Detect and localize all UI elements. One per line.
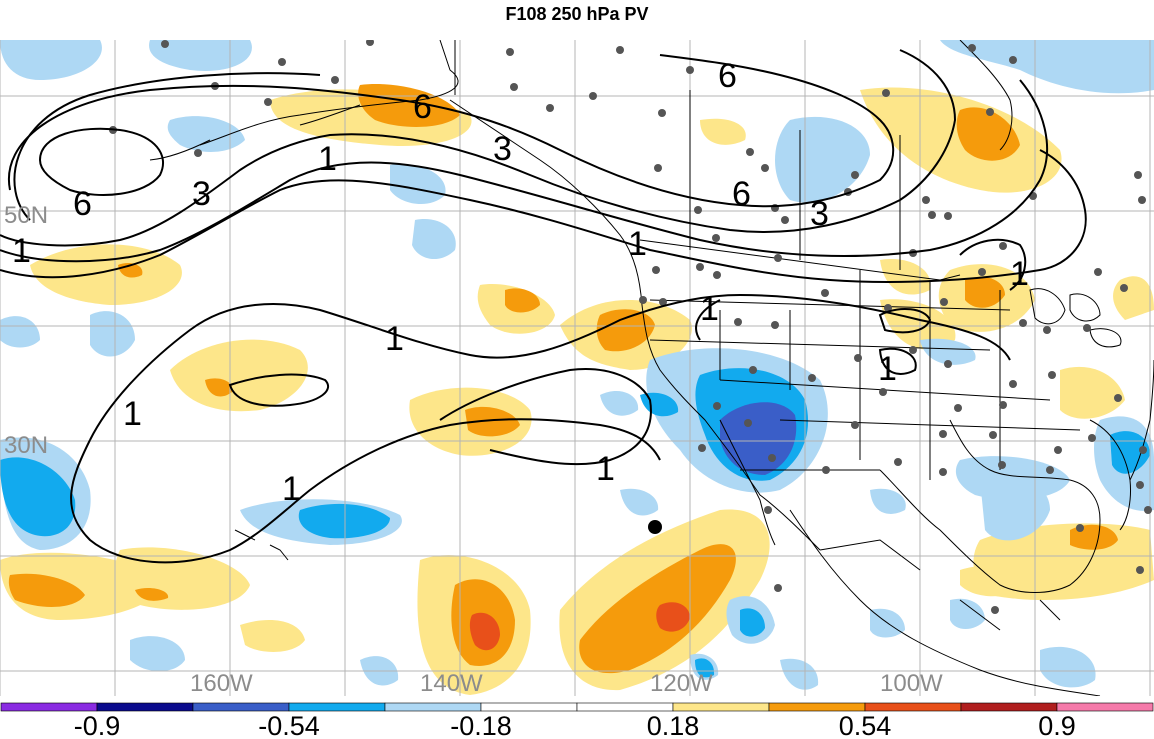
contour-label: 1 <box>318 140 337 178</box>
contour-label: 1 <box>12 232 31 270</box>
lon-label: 120W <box>650 670 713 696</box>
colorbar-swatch <box>672 702 770 712</box>
map-title: F108 250 hPa PV <box>505 4 649 24</box>
colorbar-swatch <box>1056 702 1154 712</box>
contour-label: 1 <box>596 450 615 488</box>
lon-label: 100W <box>880 670 943 696</box>
contour-label: 1 <box>700 290 719 328</box>
contour-label: 3 <box>810 195 829 233</box>
colorbar-tick-label: 0.18 <box>647 711 700 739</box>
station-markers <box>109 40 1152 614</box>
colorbar-tick-label: 0.9 <box>1038 711 1076 739</box>
contour-label: 6 <box>718 57 737 95</box>
pv-anomaly-shading <box>0 40 1154 695</box>
colorbar-swatch <box>288 702 386 712</box>
colorbar-tick-label: -0.9 <box>74 711 121 739</box>
colorbar-swatch <box>768 702 866 712</box>
colorbar-tick-label: -0.54 <box>258 711 320 739</box>
black-dot-icon <box>648 520 662 534</box>
colorbar-tick-label: -0.18 <box>450 711 512 739</box>
lat-label: 50N <box>4 202 48 229</box>
colorbar: -0.9 -0.54 -0.18 0.18 0.54 0.9 <box>0 702 1154 739</box>
colorbar-swatch <box>96 702 194 712</box>
contour-label: 6 <box>413 88 432 126</box>
lon-label: 160W <box>190 670 253 696</box>
colorbar-svg: -0.9 -0.54 -0.18 0.18 0.54 0.9 <box>0 702 1154 739</box>
contour-label: 3 <box>493 130 512 168</box>
colorbar-swatch <box>192 702 290 712</box>
colorbar-tick-label: 0.54 <box>839 711 892 739</box>
contour-label: 1 <box>1010 255 1029 293</box>
colorbar-swatch <box>960 702 1058 712</box>
contour-label: 6 <box>73 185 92 223</box>
contour-label: 3 <box>192 175 211 213</box>
map-canvas: 6 6 6 6 3 3 3 1 1 1 1 1 1 1 1 1 1 50N 30N… <box>0 40 1154 696</box>
contour-label: 6 <box>732 175 751 213</box>
contour-label: 1 <box>628 225 647 263</box>
map-panel: 6 6 6 6 3 3 3 1 1 1 1 1 1 1 1 1 1 50N 30N… <box>0 40 1154 696</box>
contour-label: 1 <box>385 320 404 358</box>
lon-label: 140W <box>420 670 483 696</box>
contour-labels: 6 6 6 6 3 3 3 1 1 1 1 1 1 1 1 1 1 <box>12 57 1029 508</box>
contour-label: 1 <box>878 350 897 388</box>
colorbar-swatch <box>480 702 578 712</box>
contour-label: 1 <box>123 395 142 433</box>
lat-label: 30N <box>4 432 48 459</box>
colorbar-swatch <box>576 702 674 712</box>
pv-contours <box>0 49 1087 564</box>
colorbar-swatch <box>0 702 98 712</box>
colorbar-swatch <box>384 702 482 712</box>
colorbar-swatch <box>864 702 962 712</box>
contour-label: 1 <box>282 470 301 508</box>
